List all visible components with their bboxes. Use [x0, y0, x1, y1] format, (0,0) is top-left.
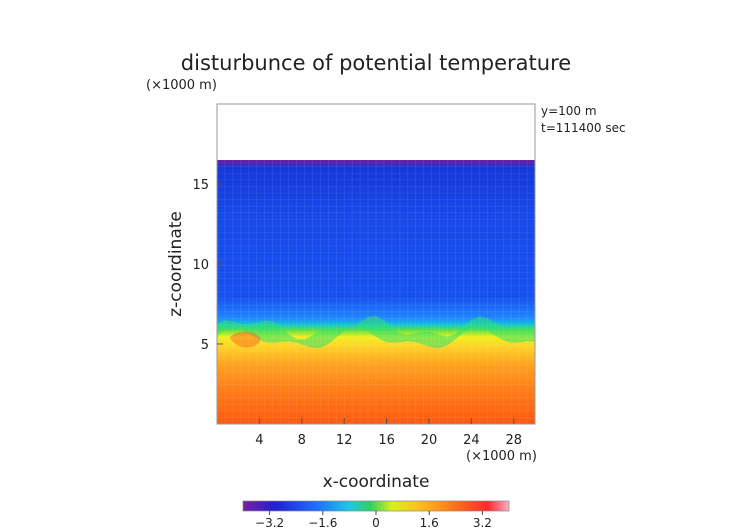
y-tick-label: 5 [201, 338, 209, 353]
chart-title: disturbunce of potential temperature [181, 51, 571, 75]
info-line-t: t=111400 sec [541, 121, 626, 135]
y-ticks: 5 10 15 [192, 178, 223, 353]
x-unit-label: (×1000 m) [466, 449, 537, 464]
y-axis-label: z-coordinate [166, 211, 186, 317]
field-fill [217, 160, 535, 424]
x-tick-label: 28 [506, 433, 523, 448]
colorbar [242, 500, 510, 512]
x-tick-label: 8 [298, 433, 306, 448]
colorbar-tick-label: 0 [372, 516, 380, 530]
colorbar-tick-label: 1.6 [420, 516, 439, 530]
info-line-y: y=100 m [541, 104, 597, 118]
x-ticks: 4 8 12 16 20 24 28 [255, 418, 522, 448]
x-tick-label: 16 [378, 433, 395, 448]
colorbar-tick-label: −1.6 [308, 516, 337, 530]
x-tick-label: 12 [336, 433, 353, 448]
plot-area [217, 160, 535, 424]
x-tick-label: 20 [421, 433, 438, 448]
colorbar-ticks: −3.2 −1.6 0 1.6 3.2 [255, 511, 492, 530]
x-tick-label: 4 [255, 433, 263, 448]
green-band [217, 315, 535, 349]
x-tick-label: 24 [463, 433, 480, 448]
y-tick-label: 15 [192, 178, 209, 193]
warm-blob [229, 331, 261, 348]
x-axis-label: x-coordinate [323, 472, 430, 492]
colorbar-tick-label: 3.2 [473, 516, 492, 530]
z-unit-label: (×1000 m) [146, 78, 217, 93]
fine-gridlines [217, 160, 535, 424]
colorbar-tick-label: −3.2 [255, 516, 284, 530]
y-tick-label: 10 [192, 258, 209, 273]
